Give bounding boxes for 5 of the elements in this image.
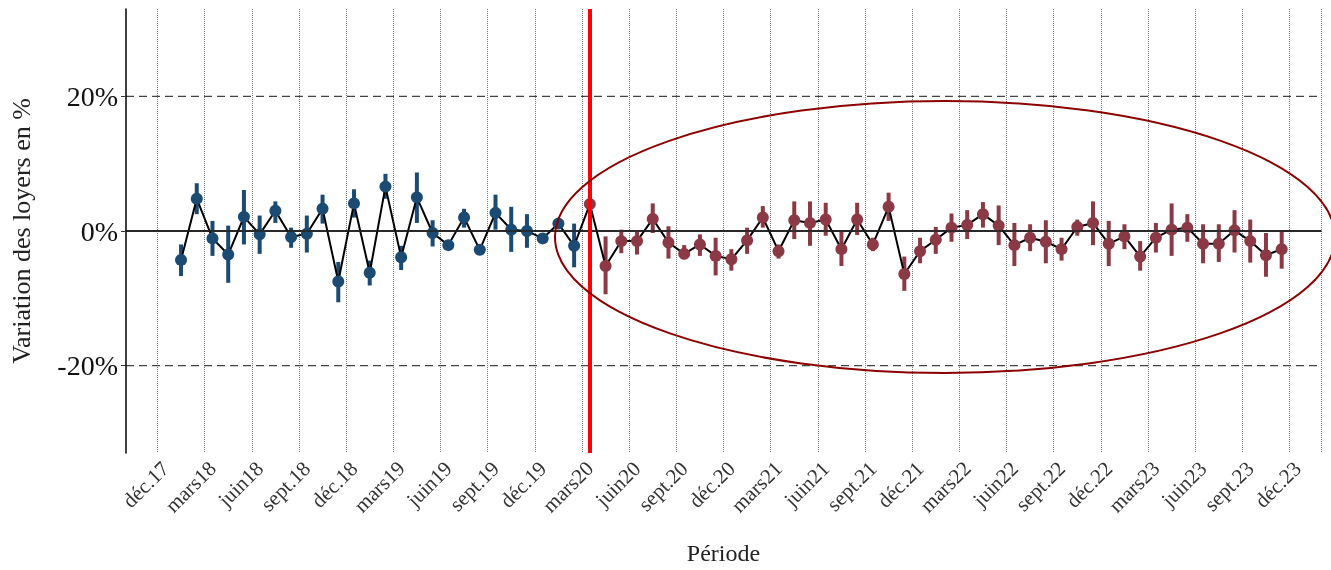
y-tick-label: -20% (57, 350, 118, 382)
y-tick-label: 20% (66, 80, 118, 112)
y-axis-title: Variation des loyers en % (6, 98, 36, 364)
x-axis-title: Période (686, 540, 761, 566)
y-tick-label: 0% (80, 215, 118, 247)
